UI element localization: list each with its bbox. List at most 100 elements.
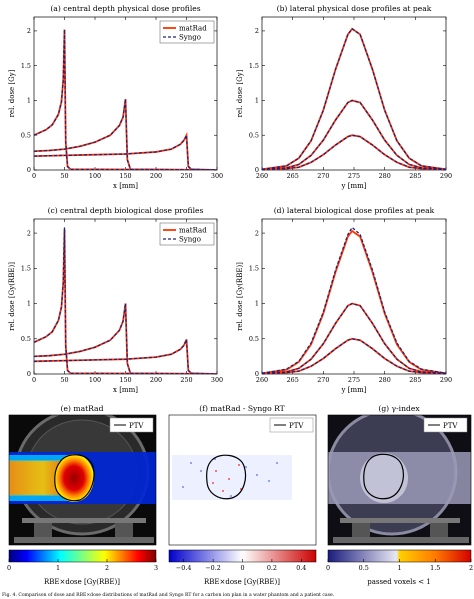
x-tick-label: 280 (379, 376, 391, 384)
ptv-contour-g (363, 453, 404, 500)
x-tick-label: 50 (60, 172, 68, 180)
series-line-syngo-2 (262, 134, 446, 170)
colorbar-tick-label: 1.5 (430, 564, 440, 572)
y-tick-label: 2 (27, 229, 31, 237)
series-line-syngo-1 (262, 99, 446, 170)
y-axis-label: rel. dose [Gy] (236, 69, 244, 117)
x-axis-label: x [mm] (113, 182, 138, 190)
chart-2: 0 50 100 150 200 250 300 0 0.5 1 1.5 2 (c) central d… (8, 206, 223, 394)
y-tick-label: 0 (27, 166, 31, 174)
x-tick-label: 0 (32, 376, 36, 384)
y-tick-label: 0.5 (21, 131, 31, 139)
x-tick-label: 200 (150, 376, 162, 384)
x-tick-label: 300 (211, 376, 223, 384)
x-tick-label: 270 (317, 172, 329, 180)
colorbar-tick-label: 0.2 (267, 564, 277, 572)
series-line-syngo-2 (34, 132, 217, 170)
x-tick-label: 100 (89, 172, 101, 180)
legend-entry: Syngo (179, 235, 201, 243)
x-tick-label: 270 (317, 376, 329, 384)
ptv-legend-e: PTV (109, 417, 154, 433)
panel-f-title: (f) matRad - Syngo RT (199, 404, 284, 413)
series-line-syngo-1 (262, 302, 446, 374)
x-tick-label: 250 (180, 376, 192, 384)
x-tick-label: 200 (150, 172, 162, 180)
colorbar-tick-label: 0.4 (296, 564, 306, 572)
y-axis-label: rel. dose [Gy(RBE)] (8, 262, 16, 331)
y-tick-label: 1 (27, 300, 31, 308)
x-tick-label: 275 (348, 172, 360, 180)
series-line-syngo-2 (262, 338, 446, 374)
x-tick-label: 100 (89, 376, 101, 384)
gamma-index-image (328, 415, 471, 545)
colorbar-tick-label: 2 (105, 564, 109, 572)
ptv-legend-f-label: PTV (289, 422, 304, 430)
colorbar-ticks: 0 1 2 3 −0.4 −0.2 0 0.2 0.4 0 0.5 1 1.5 2 (7, 559, 473, 572)
x-tick-label: 290 (440, 172, 452, 180)
x-tick-label: 150 (119, 172, 131, 180)
chart-title: (a) central depth physical dose profiles (50, 4, 200, 13)
y-tick-label: 0 (255, 166, 259, 174)
y-tick-label: 1.5 (21, 265, 31, 273)
series-line-syngo-0 (34, 227, 217, 374)
chart-title: (b) lateral physical dose profiles at pe… (277, 4, 432, 13)
series-line-syngo-0 (262, 226, 446, 374)
y-axis-label: rel. dose [Gy] (8, 69, 16, 117)
x-tick-label: 0 (32, 172, 36, 180)
colorbar-tick-label: 2 (469, 564, 473, 572)
y-tick-label: 1 (27, 97, 31, 105)
colorbar-tick-label: 0.5 (359, 564, 369, 572)
ptv-legend-e-label: PTV (129, 422, 144, 430)
chart-3: 260 265 270 275 280 285 290 0 0.5 1 1.5 2 (d) latera… (236, 206, 452, 394)
y-tick-label: 2 (255, 229, 259, 237)
ptv-legend-f: PTV (269, 417, 314, 433)
x-tick-label: 265 (287, 172, 299, 180)
series-line-syngo-1 (34, 98, 217, 170)
colorbar-tick-label: 3 (154, 564, 158, 572)
y-tick-label: 0 (27, 370, 31, 378)
y-tick-label: 0.5 (21, 335, 31, 343)
x-tick-label: 285 (409, 172, 421, 180)
series-line-syngo-0 (262, 27, 446, 170)
x-axis-label: x [mm] (113, 386, 138, 394)
series-line-syngo-0 (34, 29, 217, 170)
legend-entry: Syngo (179, 33, 201, 41)
colorbar-tick-label: 1 (56, 564, 60, 572)
y-axis-label: rel. dose [Gy(RBE)] (236, 262, 244, 331)
chart-title: (c) central depth biological dose profil… (48, 206, 204, 215)
chart-0: 0 50 100 150 200 250 300 0 0.5 1 1.5 2 (a) central d… (8, 4, 223, 190)
colorbar-tick-label: 0 (240, 564, 244, 572)
x-tick-label: 250 (180, 172, 192, 180)
legend-entry: matRad (179, 226, 207, 234)
x-tick-label: 150 (119, 376, 131, 384)
colorbar-g-label: passed voxels < 1 (367, 578, 431, 586)
colorbar-e-label: RBE×dose [Gy(RBE)] (44, 578, 120, 586)
y-tick-label: 1.5 (249, 265, 259, 273)
panel-e-title: (e) matRad (61, 404, 104, 413)
x-axis-label: y [mm] (341, 182, 367, 190)
chart-title: (d) lateral biological dose profiles at … (274, 206, 435, 215)
x-tick-label: 260 (256, 376, 268, 384)
colorbar-tick-label: 0 (7, 564, 11, 572)
colorbar-f-label: RBE×dose [Gy(RBE)] (204, 578, 280, 586)
panel-g-title: (g) γ-index (378, 404, 420, 413)
colorbar-tick-label: −0.2 (205, 564, 221, 572)
colorbar-tick-label: −0.4 (176, 564, 192, 572)
x-tick-label: 50 (60, 376, 68, 384)
ptv-contour-e (54, 454, 95, 502)
colorbar-e (8, 549, 157, 563)
y-tick-label: 0.5 (249, 131, 259, 139)
x-tick-label: 260 (256, 172, 268, 180)
series-line-syngo-1 (34, 303, 217, 374)
y-tick-label: 1.5 (249, 62, 259, 70)
plot-area (261, 16, 447, 171)
y-tick-label: 2 (255, 27, 259, 35)
x-tick-label: 285 (409, 376, 421, 384)
ptv-legend-g: PTV (423, 417, 468, 433)
series-line-syngo-2 (34, 339, 217, 374)
plot-area (261, 218, 447, 375)
ptv-contour-f (206, 454, 247, 500)
figure-caption: Fig. 4. Comparison of dose and RBE×dose … (2, 592, 335, 598)
